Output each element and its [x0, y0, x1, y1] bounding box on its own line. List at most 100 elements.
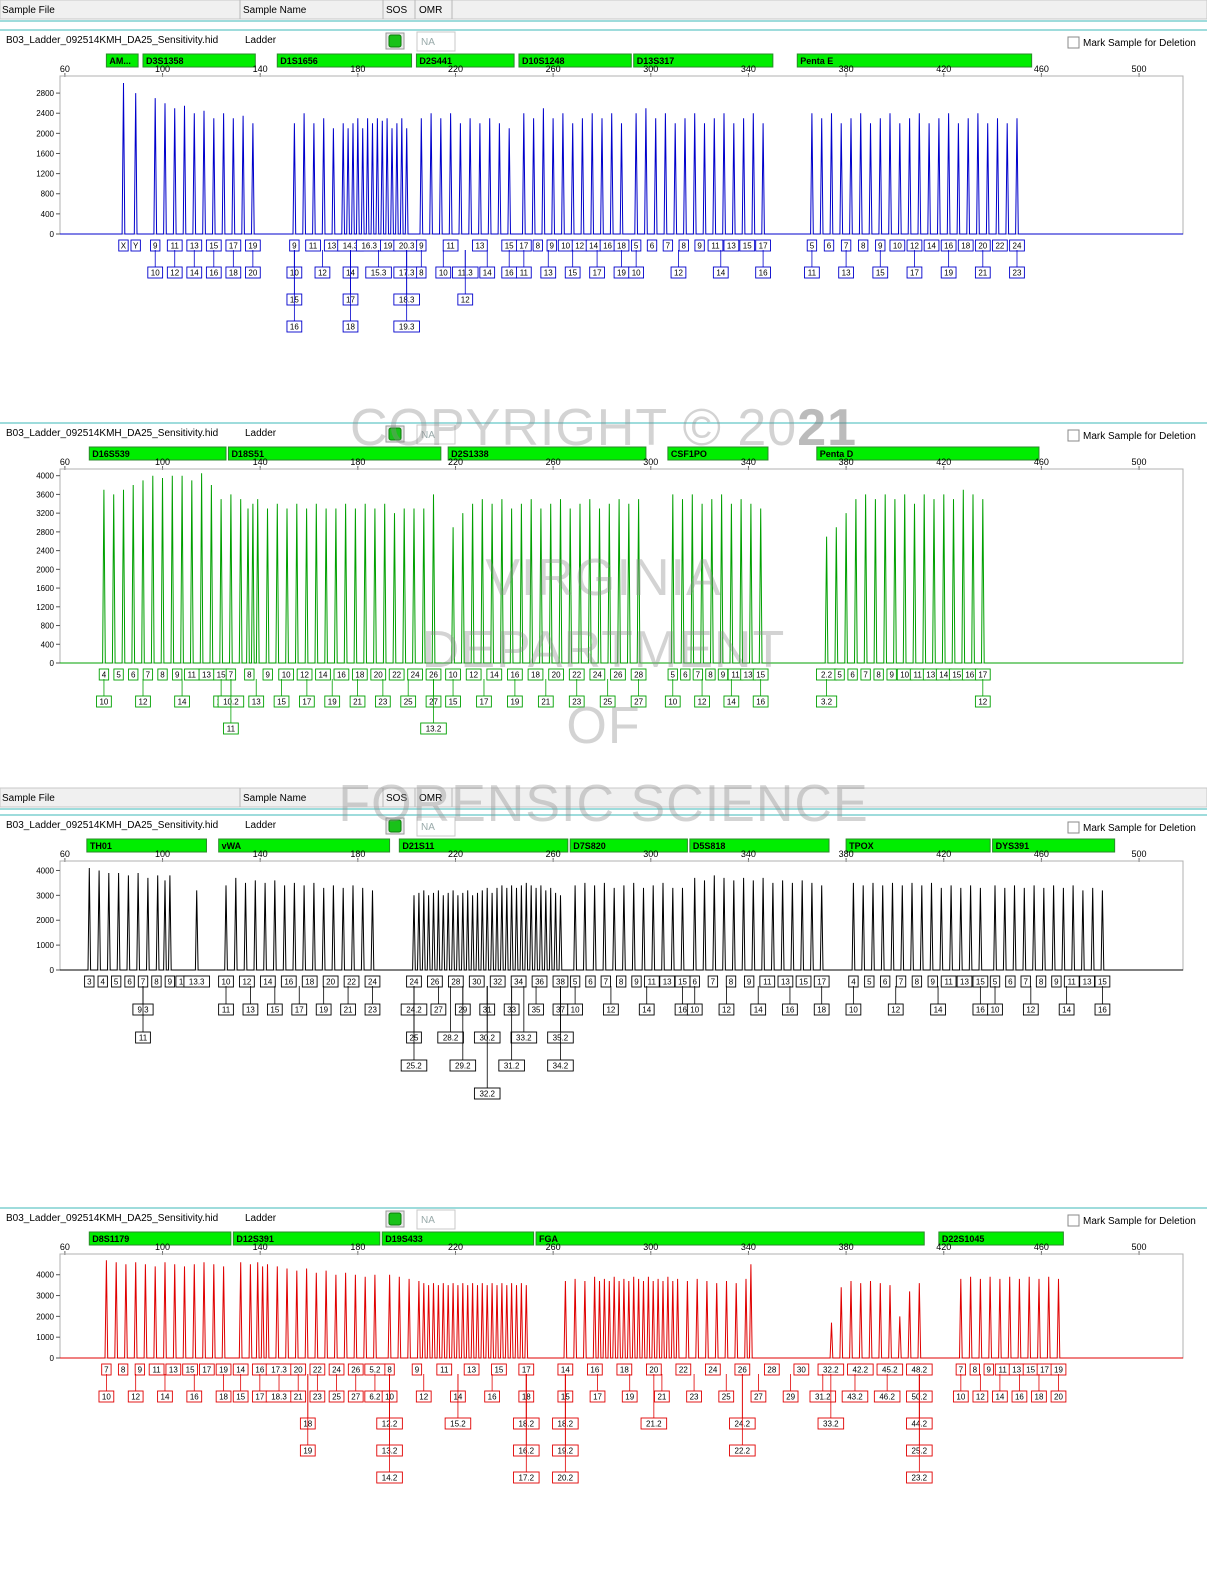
allele-label: 16	[599, 239, 616, 252]
mark-for-deletion-checkbox[interactable]: Mark Sample for Deletion	[1067, 821, 1196, 834]
marker-label: D2S441	[419, 56, 452, 66]
allele-label: 8	[151, 975, 162, 988]
allele-label: 17	[974, 668, 991, 681]
allele-label: 15	[273, 679, 290, 708]
allele-text: 18	[617, 242, 626, 251]
sos-status-button[interactable]	[385, 425, 405, 443]
sos-status-button[interactable]	[385, 817, 405, 835]
allele-label: 22.2	[729, 1374, 756, 1457]
locus-marker-th01[interactable]: TH01	[86, 838, 207, 853]
x-tick-label: 340	[741, 849, 756, 859]
locus-marker-d19s433[interactable]: D19S433	[381, 1231, 535, 1246]
y-tick-label: 1600	[36, 149, 54, 158]
locus-marker-d13s317[interactable]: D13S317	[633, 53, 774, 68]
omr-field[interactable]	[416, 1209, 456, 1230]
locus-marker-d7s820[interactable]: D7S820	[569, 838, 688, 853]
locus-marker-d5s818[interactable]: D5S818	[689, 838, 830, 853]
allele-box	[476, 695, 492, 708]
allele-box	[286, 320, 303, 333]
allele-box	[956, 975, 973, 988]
locus-marker-d10s1248[interactable]: D10S1248	[518, 53, 632, 68]
x-tick-label: 220	[448, 1242, 463, 1252]
locus-marker-tpox[interactable]: TPOX	[845, 838, 991, 853]
locus-marker-d21s11[interactable]: D21S11	[398, 838, 569, 853]
sos-status-button[interactable]	[385, 1210, 405, 1228]
locus-marker-d3s1358[interactable]: D3S1358	[142, 53, 256, 68]
allele-text: 16	[505, 269, 514, 278]
locus-marker-d12s391[interactable]: D12S391	[232, 1231, 381, 1246]
omr-field[interactable]	[416, 424, 456, 445]
allele-label: 12	[296, 668, 313, 681]
allele-label: 17	[251, 1374, 268, 1403]
allele-label: 46.2	[873, 1374, 901, 1403]
allele-text: 14.2	[382, 1474, 398, 1483]
allele-text: 18	[229, 269, 238, 278]
allele-label: 4	[97, 975, 108, 988]
locus-marker-vwa[interactable]: vWA	[218, 838, 391, 853]
omr-field[interactable]	[416, 31, 456, 52]
allele-label: 28	[763, 1363, 780, 1376]
allele-text: 15	[217, 671, 226, 680]
allele-box	[974, 695, 991, 708]
x-tick-label: 260	[546, 457, 561, 467]
allele-label: 15	[795, 975, 812, 988]
marker-label: D8S1179	[92, 1234, 129, 1244]
allele-box	[603, 1003, 619, 1016]
x-tick-label: 260	[546, 1242, 561, 1252]
mark-for-deletion-checkbox[interactable]: Mark Sample for Deletion	[1067, 429, 1196, 442]
locus-marker-d16s539[interactable]: D16S539	[88, 446, 227, 461]
allele-label: 13	[242, 986, 259, 1016]
marker-label: DYS391	[996, 841, 1030, 851]
allele-box	[218, 1003, 234, 1016]
locus-marker-fga[interactable]: FGA	[535, 1231, 925, 1246]
locus-marker-d2s1338[interactable]: D2S1338	[447, 446, 647, 461]
allele-text: 11	[763, 978, 772, 987]
locus-marker-d2s441[interactable]: D2S441	[415, 53, 515, 68]
allele-label: 9	[886, 668, 897, 681]
allele-box	[342, 320, 359, 333]
allele-text: 29	[786, 1393, 795, 1402]
allele-box	[834, 668, 845, 681]
sos-status-button[interactable]	[385, 32, 405, 50]
allele-label: 17	[515, 239, 532, 252]
allele-box	[198, 1363, 215, 1376]
locus-marker-am[interactable]: AM...	[105, 53, 139, 68]
locus-marker-d22s1045[interactable]: D22S1045	[938, 1231, 1064, 1246]
omr-field[interactable]	[416, 816, 456, 837]
locus-marker-pentae[interactable]: Penta E	[796, 53, 1033, 68]
allele-text: 14.3	[343, 242, 359, 251]
mark-for-deletion-checkbox[interactable]: Mark Sample for Deletion	[1067, 36, 1196, 49]
locus-marker-csf1po[interactable]: CSF1PO	[667, 446, 769, 461]
locus-marker-d18s51[interactable]: D18S51	[227, 446, 442, 461]
allele-box	[860, 668, 871, 681]
x-tick-label: 460	[1034, 64, 1049, 74]
allele-text: 15	[186, 1366, 195, 1375]
allele-text: 5	[993, 978, 998, 987]
allele-text: 13	[727, 242, 736, 251]
allele-text: 13.3	[189, 978, 205, 987]
omr-column-header: OMR	[419, 793, 442, 804]
allele-box	[186, 1390, 203, 1403]
allele-box	[610, 668, 626, 681]
allele-text: 13	[327, 242, 336, 251]
y-tick-label: 4000	[36, 472, 54, 481]
allele-label: 25	[718, 1374, 735, 1403]
locus-marker-dys391[interactable]: DYS391	[992, 838, 1116, 853]
y-tick-label: 1200	[36, 170, 54, 179]
allele-label: 15	[1094, 975, 1111, 988]
locus-marker-d8s1179[interactable]: D8S1179	[88, 1231, 232, 1246]
allele-text: 5	[573, 978, 578, 987]
allele-text: 17.2	[519, 1474, 535, 1483]
mark-for-deletion-checkbox[interactable]: Mark Sample for Deletion	[1067, 1214, 1196, 1227]
allele-text: 7	[863, 671, 868, 680]
allele-box	[723, 239, 740, 252]
locus-marker-pentad[interactable]: Penta D	[816, 446, 1040, 461]
allele-box	[752, 695, 769, 708]
allele-text: 32.2	[823, 1366, 839, 1375]
locus-marker-d1s1656[interactable]: D1S1656	[276, 53, 413, 68]
allele-box	[128, 668, 139, 681]
allele-text: 22	[392, 671, 401, 680]
allele-text: 9	[550, 242, 555, 251]
allele-box	[707, 975, 719, 988]
allele-label: 15	[491, 1363, 507, 1376]
